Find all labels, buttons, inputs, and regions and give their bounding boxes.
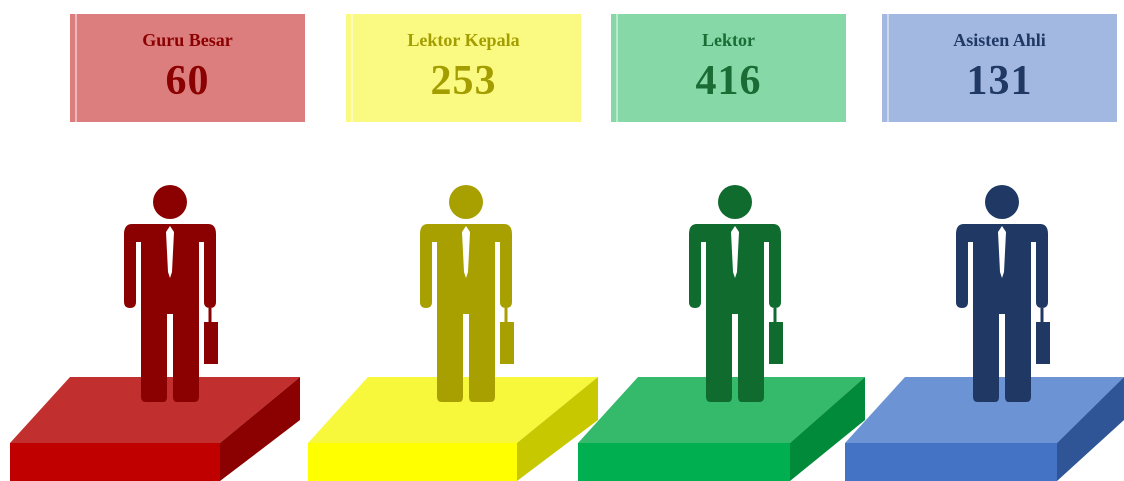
card-label: Lektor <box>611 30 846 51</box>
card-label: Guru Besar <box>70 30 305 51</box>
card-value: 131 <box>882 57 1117 105</box>
person-icon <box>124 185 218 402</box>
stat-card: Guru Besar 60 <box>70 14 305 122</box>
stat-card: Asisten Ahli 131 <box>882 14 1117 122</box>
card-label: Asisten Ahli <box>882 30 1117 51</box>
person-icon <box>956 185 1050 402</box>
card-value: 60 <box>70 57 305 105</box>
stat-card: Lektor 416 <box>611 14 846 122</box>
card-value: 416 <box>611 57 846 105</box>
person-icon <box>689 185 783 402</box>
person-icon <box>420 185 514 402</box>
infographic: Guru Besar 60 Lektor Kepala 253 Lektor 4… <box>0 0 1124 481</box>
card-value: 253 <box>346 57 581 105</box>
stat-card: Lektor Kepala 253 <box>346 14 581 122</box>
card-label: Lektor Kepala <box>346 30 581 51</box>
